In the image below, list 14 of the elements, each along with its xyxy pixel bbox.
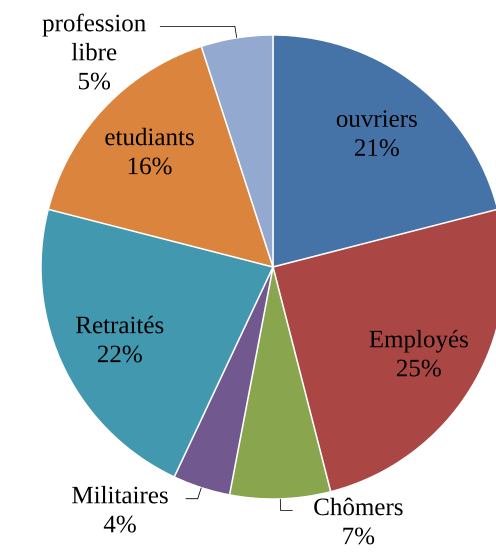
slice-label: Chômers (314, 498, 403, 516)
slice-label: Employés (370, 330, 468, 353)
slice-label: ouvriers (336, 110, 417, 128)
slice-label: Retraités (76, 316, 164, 334)
data-label: 21% (354, 139, 399, 156)
slice-label: etudiants (105, 128, 194, 146)
data-label: 7% (343, 527, 374, 544)
data-label: 5% (78, 72, 110, 90)
data-label: 22% (98, 346, 142, 362)
slice-label: profession libre (42, 14, 146, 60)
data-label: 16% (128, 157, 172, 174)
data-label: 4% (104, 516, 136, 533)
slice-label: Militaires (72, 486, 168, 504)
data-label: 25% (396, 360, 441, 377)
